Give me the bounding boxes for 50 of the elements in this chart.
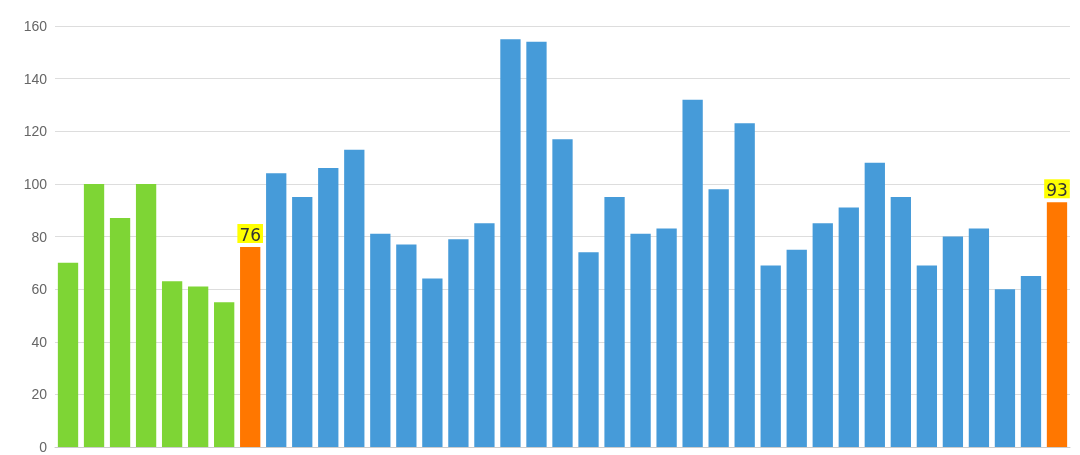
data-label: 93 xyxy=(1046,179,1068,200)
bar xyxy=(240,247,261,447)
bar xyxy=(344,149,365,447)
bar xyxy=(1046,202,1068,447)
bar xyxy=(266,173,287,447)
bar xyxy=(630,233,651,447)
bar xyxy=(916,265,938,447)
bar xyxy=(57,262,79,447)
bar xyxy=(396,244,417,447)
bar xyxy=(83,183,105,447)
bar xyxy=(292,197,313,447)
bar xyxy=(838,207,859,447)
bar xyxy=(552,139,573,447)
bar xyxy=(422,278,443,447)
bar xyxy=(734,123,755,447)
bar xyxy=(109,218,131,447)
y-tick-label: 80 xyxy=(31,228,48,245)
bar xyxy=(656,228,677,447)
bar xyxy=(760,265,781,447)
y-tick-label: 160 xyxy=(23,18,48,34)
bar xyxy=(682,99,703,447)
y-tick-label: 40 xyxy=(31,333,48,350)
bar xyxy=(500,39,521,447)
bar xyxy=(135,183,157,447)
y-tick-label: 140 xyxy=(23,70,48,87)
bar xyxy=(1020,275,1042,447)
bar xyxy=(604,197,625,447)
bar xyxy=(812,223,833,447)
bar xyxy=(318,168,339,447)
data-label: 76 xyxy=(239,224,262,245)
bar xyxy=(968,228,990,447)
y-tick-label: 60 xyxy=(31,281,48,298)
y-tick-label: 0 xyxy=(39,439,48,455)
bar xyxy=(578,252,599,447)
bar xyxy=(214,302,235,447)
bar xyxy=(942,236,964,447)
y-tick-label: 20 xyxy=(31,386,48,403)
bar xyxy=(708,189,729,447)
y-tick-label: 100 xyxy=(23,175,48,192)
y-tick-label: 120 xyxy=(23,123,48,140)
bar xyxy=(161,281,183,447)
bar xyxy=(474,223,495,447)
bar xyxy=(786,249,807,447)
bar xyxy=(187,286,209,447)
bar xyxy=(994,289,1016,447)
bar xyxy=(890,197,911,447)
bar xyxy=(370,233,391,447)
bar xyxy=(526,41,547,447)
bar xyxy=(448,239,469,447)
bar xyxy=(864,162,885,447)
